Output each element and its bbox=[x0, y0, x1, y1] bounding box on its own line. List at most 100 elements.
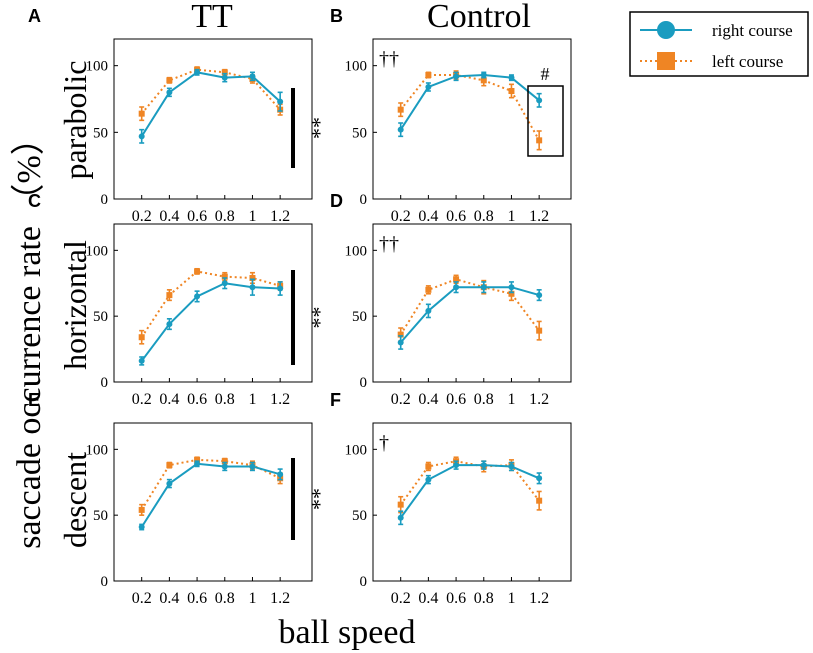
data-point bbox=[536, 292, 543, 299]
y-tick-label: 50 bbox=[93, 125, 108, 141]
data-point bbox=[508, 290, 515, 297]
data-point bbox=[166, 321, 173, 328]
panel-e: E 0 50 100 0.2 0.4 0.6 0.8 1 1.2 ** bbox=[28, 390, 326, 607]
x-tick-label: 0.2 bbox=[132, 208, 152, 225]
data-point bbox=[453, 73, 460, 80]
x-tick-label: 1.2 bbox=[270, 391, 290, 408]
highlight-box bbox=[527, 85, 564, 157]
x-tick-label: 0.4 bbox=[159, 590, 179, 607]
panel-frame bbox=[372, 223, 572, 383]
x-tick-label: 1 bbox=[248, 590, 256, 607]
y-tick-label: 100 bbox=[345, 442, 368, 458]
x-tick-label: 0.8 bbox=[215, 208, 235, 225]
row-label-horizontal: horizontal bbox=[57, 240, 93, 370]
y-tick-label: 0 bbox=[360, 375, 368, 391]
panel-letter: F bbox=[330, 390, 341, 410]
series-line bbox=[399, 74, 541, 141]
x-tick-label: 1.2 bbox=[529, 208, 549, 225]
data-point bbox=[138, 334, 145, 341]
data-point bbox=[508, 463, 515, 470]
data-point bbox=[221, 280, 228, 287]
data-point bbox=[425, 72, 432, 78]
dagger-marker: †† bbox=[379, 233, 399, 255]
significance-bar bbox=[291, 270, 295, 365]
series-right-course bbox=[397, 281, 543, 350]
panel-frame bbox=[372, 422, 572, 582]
data-point bbox=[508, 284, 515, 291]
data-point bbox=[138, 357, 145, 364]
data-point bbox=[138, 524, 145, 531]
x-tick-label: 0.2 bbox=[132, 391, 152, 408]
x-tick-label: 0.8 bbox=[474, 208, 494, 225]
row-label-descent: descent bbox=[57, 452, 93, 548]
y-tick-label: 0 bbox=[101, 192, 109, 208]
data-point bbox=[277, 285, 284, 292]
series-line bbox=[399, 460, 540, 506]
data-point bbox=[221, 458, 228, 465]
panel-frame bbox=[372, 38, 572, 200]
x-tick-label: 1 bbox=[507, 590, 515, 607]
series-line bbox=[399, 464, 540, 519]
panel-letter: D bbox=[330, 191, 343, 211]
data-point bbox=[221, 273, 228, 280]
data-point bbox=[508, 88, 515, 94]
x-tick-label: 0.6 bbox=[446, 590, 466, 607]
data-point bbox=[453, 276, 460, 283]
series-line bbox=[140, 462, 281, 528]
series-line bbox=[140, 68, 281, 115]
data-point bbox=[166, 480, 173, 487]
x-tick-label: 0.2 bbox=[132, 590, 152, 607]
data-point bbox=[221, 74, 228, 81]
x-tick-label: 0.2 bbox=[391, 208, 411, 225]
data-point bbox=[397, 501, 404, 508]
data-point bbox=[249, 73, 256, 80]
series-left-course bbox=[397, 70, 543, 151]
significance-bar bbox=[291, 458, 295, 540]
y-tick-label: 0 bbox=[360, 574, 368, 590]
y-tick-label: 100 bbox=[86, 243, 109, 259]
data-point bbox=[453, 284, 460, 291]
data-point bbox=[166, 77, 173, 84]
data-point bbox=[166, 292, 173, 299]
panel-c: C 0 50 100 0.2 0.4 0.6 0.8 1 1.2 ** bbox=[28, 191, 326, 408]
data-point bbox=[397, 331, 404, 338]
series-line bbox=[399, 73, 540, 131]
series-line bbox=[399, 278, 540, 336]
x-tick-label: 0.6 bbox=[187, 208, 207, 225]
dagger-marker: †† bbox=[379, 48, 399, 70]
series-left-course bbox=[138, 267, 284, 345]
panel-letter: B bbox=[330, 6, 343, 26]
data-point bbox=[249, 274, 256, 281]
x-tick-label: 0.8 bbox=[474, 590, 494, 607]
data-point bbox=[221, 463, 228, 470]
panel-frame bbox=[113, 422, 313, 582]
series-left-course bbox=[397, 274, 543, 342]
data-point bbox=[425, 307, 432, 314]
data-point bbox=[453, 462, 460, 469]
x-tick-label: 0.6 bbox=[187, 590, 207, 607]
y-tick-label: 100 bbox=[345, 243, 368, 259]
significance-bar bbox=[291, 88, 295, 168]
x-tick-label: 0.4 bbox=[418, 208, 438, 225]
data-point bbox=[138, 133, 145, 140]
y-tick-label: 50 bbox=[93, 309, 108, 325]
x-tick-label: 1.2 bbox=[529, 590, 549, 607]
data-point bbox=[536, 97, 543, 104]
y-tick-label: 0 bbox=[101, 375, 109, 391]
x-tick-label: 0.6 bbox=[446, 391, 466, 408]
legend-right-label: right course bbox=[712, 21, 793, 40]
data-point bbox=[397, 106, 404, 113]
panel-f: F 0 50 100 0.2 0.4 0.6 0.8 1 1.2 † bbox=[330, 390, 572, 607]
series-line bbox=[399, 286, 540, 344]
x-tick-label: 0.8 bbox=[215, 590, 235, 607]
data-point bbox=[536, 137, 543, 144]
x-tick-label: 1 bbox=[248, 208, 256, 225]
y-tick-label: 0 bbox=[360, 192, 368, 208]
data-point bbox=[194, 268, 201, 275]
panel-a: A 0 50 100 0.2 0.4 0.6 0.8 1 1.2 ** bbox=[28, 6, 326, 225]
series-right-course bbox=[138, 68, 284, 144]
y-tick-label: 50 bbox=[352, 508, 367, 524]
significance-marker: ** bbox=[301, 307, 326, 329]
x-tick-label: 1.2 bbox=[270, 208, 290, 225]
